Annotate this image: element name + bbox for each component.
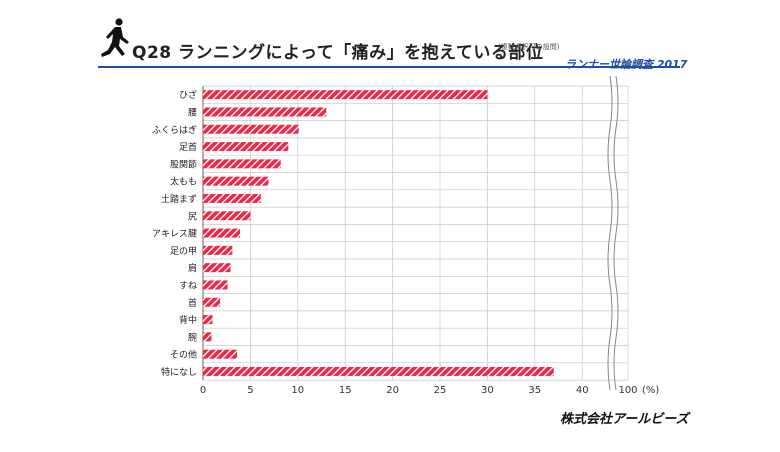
title-note: (複数選択可の設問): [498, 43, 560, 51]
axis-break: [607, 75, 619, 391]
bar: [203, 107, 327, 117]
bar: [203, 176, 269, 186]
x-tick-label: 35: [528, 385, 541, 396]
category-label: 股関節: [170, 158, 197, 170]
x-tick-label: 15: [339, 385, 352, 396]
company-name: 株式会社アールビーズ: [560, 412, 689, 427]
axis-break-line: [613, 75, 619, 391]
bar: [203, 366, 554, 376]
category-labels: ひざ腰ふくらはぎ足首股関節太もも土踏まず尻アキレス腱足の甲肩すね首背中腕その他特…: [152, 89, 197, 378]
x-tick-label: 5: [247, 385, 253, 396]
x-tick-label: 20: [386, 385, 399, 396]
bar: [203, 228, 240, 238]
bar: [203, 263, 231, 273]
x-unit-label: (%): [642, 385, 659, 396]
x-tick-label: 30: [481, 385, 494, 396]
bar: [203, 193, 261, 203]
category-label: ふくらはぎ: [152, 124, 197, 136]
category-label: 腰: [188, 107, 197, 118]
category-label: 肩: [188, 262, 197, 274]
bar: [203, 332, 212, 342]
bar: [203, 349, 238, 359]
bar: [203, 142, 289, 152]
bar: [203, 90, 488, 100]
chart-title: Q28 ランニングによって「痛み」を抱えている部位: [132, 43, 544, 63]
x-tick-label: 40: [576, 385, 589, 396]
category-label: 足の甲: [170, 246, 197, 257]
bar: [203, 280, 228, 290]
x-tick-labels: 0 5 10 15 20 25 30 35 40 100 (%): [200, 385, 660, 396]
runner-icon: [101, 18, 129, 57]
category-label: 太もも: [170, 176, 197, 188]
category-label: 土踏まず: [161, 193, 197, 205]
category-label: 尻: [188, 211, 197, 222]
bars: [203, 90, 554, 376]
category-label: 特になし: [161, 366, 197, 378]
bar: [203, 245, 233, 255]
category-label: 足首: [179, 141, 197, 153]
axis-break-line: [607, 75, 613, 391]
bar: [203, 297, 221, 307]
category-label: ひざ: [179, 89, 197, 101]
category-label: その他: [170, 349, 197, 361]
x-tick-label: 10: [291, 385, 304, 396]
x-tick-label: 0: [200, 385, 206, 396]
x-tick-label: 25: [434, 385, 447, 396]
category-label: アキレス腱: [152, 228, 197, 240]
survey-name: ランナー世論調査 2017: [565, 58, 688, 71]
bar: [203, 211, 251, 221]
grid: [202, 75, 629, 391]
bar: [203, 124, 299, 134]
category-label: 首: [188, 297, 197, 309]
title-rule: [98, 66, 680, 68]
category-label: 背中: [179, 314, 197, 326]
category-label: 腕: [188, 331, 197, 343]
x-tick-label-end: 100: [618, 385, 637, 396]
bar: [203, 315, 213, 325]
category-label: すね: [179, 280, 197, 291]
bar: [203, 159, 281, 169]
